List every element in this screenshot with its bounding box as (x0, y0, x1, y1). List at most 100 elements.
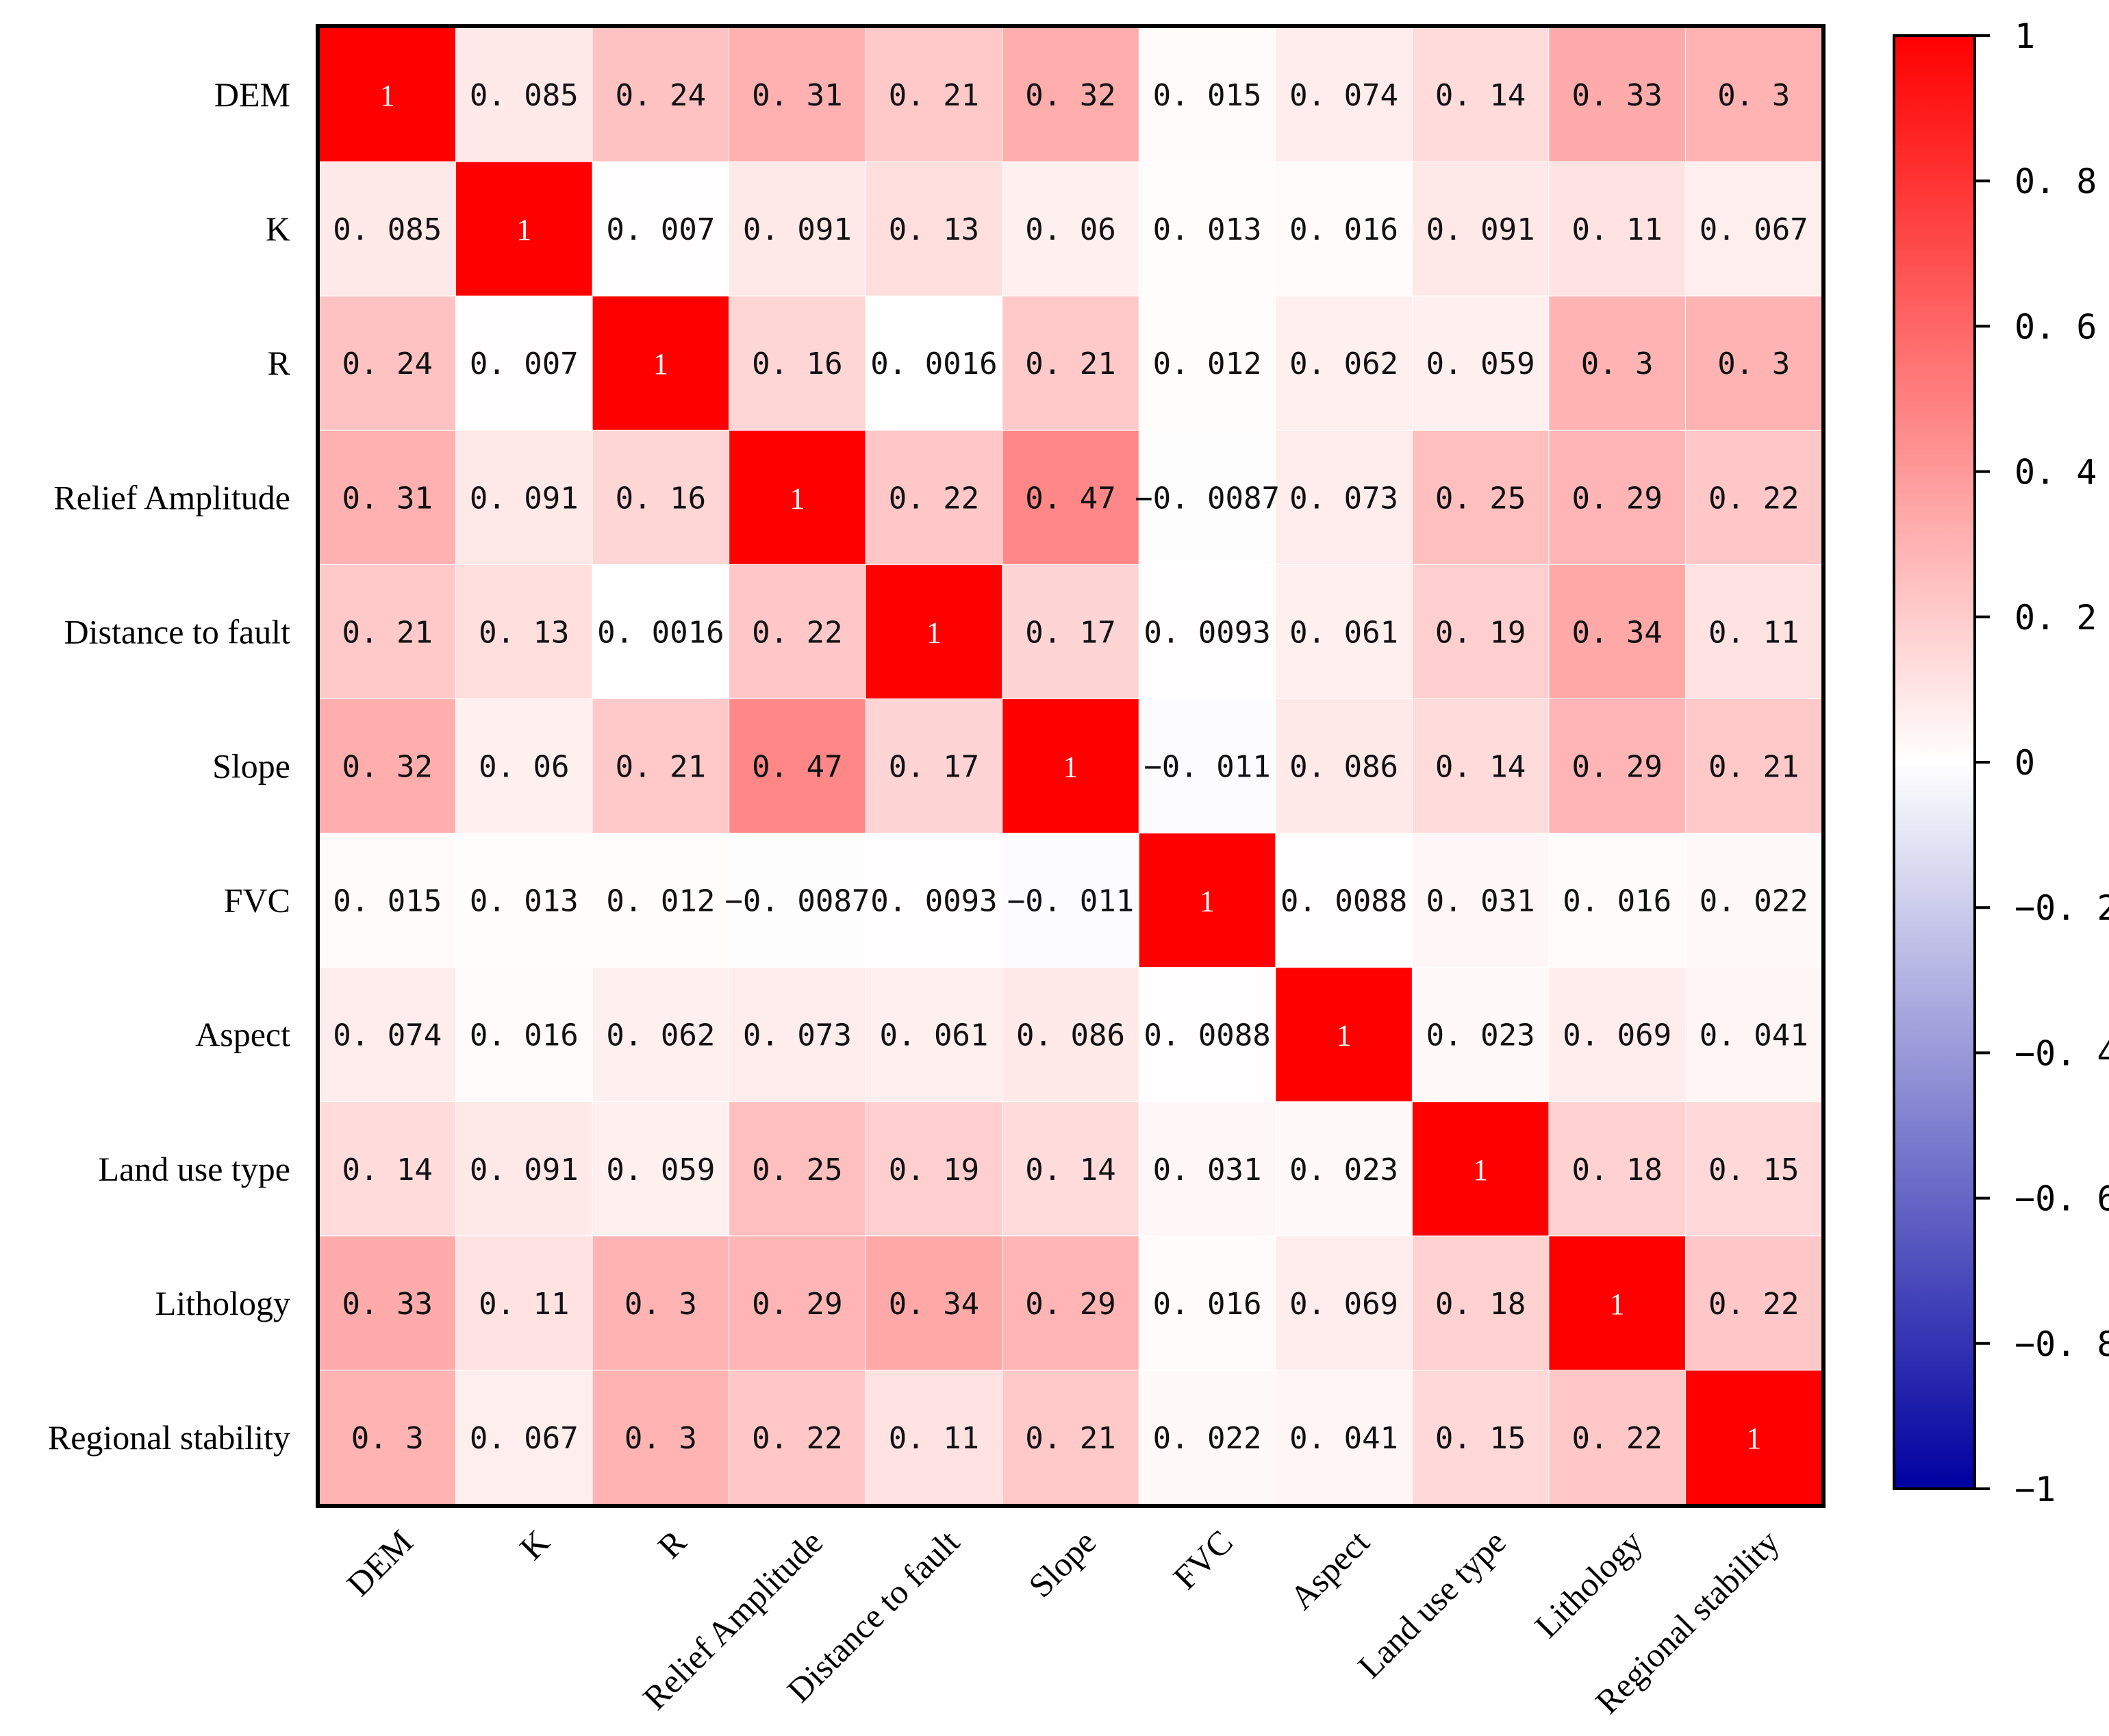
heatmap-cell (1275, 833, 1413, 968)
heatmap-cell (1411, 429, 1550, 566)
cell-value-label: 0. 091 (1426, 212, 1535, 247)
colorbar-tick-label: 0. 4 (2015, 453, 2097, 492)
cell-value-label: 0. 29 (1571, 750, 1662, 785)
heatmap-cell (729, 1235, 867, 1371)
cell-value-label: 0. 16 (752, 347, 842, 381)
heatmap-cell (1548, 429, 1687, 566)
cell-value-label: 0. 041 (1700, 1018, 1808, 1053)
cell-value-label: 0. 33 (1571, 78, 1662, 113)
cell-value-label: 0. 3 (624, 1421, 697, 1456)
heatmap-cell (1275, 1370, 1413, 1505)
cell-value-label: 0. 074 (1289, 78, 1398, 113)
cell-value-label: −0. 0087 (724, 884, 870, 919)
cell-value-label: 0. 015 (1153, 78, 1262, 113)
cell-value-label: 0. 11 (889, 1421, 979, 1456)
cell-value-label: −0. 011 (1007, 884, 1134, 919)
cell-value-label: 0. 069 (1289, 1287, 1398, 1322)
cell-value-label: 0. 016 (1289, 212, 1398, 247)
cell-value-label: 1 (380, 79, 395, 112)
cell-value-label: 0. 18 (1435, 1287, 1526, 1322)
heatmap-cell (1684, 1235, 1823, 1371)
cell-value-label: 0. 13 (889, 212, 979, 247)
cell-value-label: 0. 14 (1435, 78, 1526, 113)
column-label: Land use type (1350, 1522, 1513, 1685)
heatmap-cell (865, 1101, 1003, 1237)
heatmap-cell (729, 429, 867, 566)
heatmap-cell (729, 564, 867, 700)
cell-value-label: 0. 11 (1571, 212, 1662, 247)
cell-value-label: 0. 3 (624, 1287, 697, 1322)
heatmap-cell (1411, 1370, 1550, 1505)
cell-value-label: 0. 022 (1700, 884, 1808, 919)
cell-value-label: 0. 11 (479, 1287, 569, 1322)
cell-value-label: 0. 3 (351, 1421, 424, 1456)
heatmap-cell (592, 967, 730, 1103)
heatmap-cell (592, 295, 730, 431)
heatmap-cell (318, 564, 457, 700)
heatmap-cell (455, 698, 594, 834)
heatmap-cell (1548, 27, 1687, 163)
heatmap-cell (1138, 698, 1276, 834)
cell-value-label: 0. 013 (470, 884, 579, 919)
cell-value-label: 0. 091 (470, 481, 579, 516)
colorbar-tick-label: −0. 4 (2015, 1033, 2109, 1073)
heatmap-cell (318, 967, 457, 1103)
cell-value-label: 0. 21 (342, 615, 433, 650)
cell-value-label: 1 (1746, 1422, 1761, 1455)
cell-value-label: 0. 29 (1025, 1287, 1115, 1322)
cell-value-label: 0. 007 (470, 347, 579, 381)
heatmap-cell (1002, 564, 1140, 700)
heatmap-cell (318, 833, 457, 968)
heatmap-cell (1684, 429, 1823, 566)
cell-value-label: 0. 041 (1289, 1421, 1398, 1456)
heatmap-cell (1411, 564, 1550, 700)
cell-value-label: 0. 016 (1153, 1287, 1262, 1322)
heatmap-frame (316, 24, 1826, 1508)
row-label: K (266, 210, 290, 248)
heatmap-cell (1548, 1370, 1687, 1505)
cell-value-label: 0. 25 (1435, 481, 1526, 516)
heatmap-cell (318, 27, 457, 163)
heatmap-cell (1138, 27, 1276, 163)
heatmap-cell (729, 698, 867, 834)
heatmap-cell (865, 564, 1003, 700)
cell-value-label: −0. 0087 (1135, 481, 1280, 516)
heatmap-cell (1684, 564, 1823, 700)
cell-value-label: 0. 007 (606, 212, 715, 247)
heatmap-cell (1684, 698, 1823, 834)
cell-value-label: 0. 016 (470, 1018, 579, 1053)
cell-value-label: 0. 085 (333, 212, 442, 247)
cell-value-label: 0. 031 (1153, 1153, 1262, 1187)
cell-value-label: 0. 32 (1025, 78, 1115, 113)
cell-value-labels: 1 0. 085 0. 24 0. 31 0. 21 0. 32 0. 015 0. 074 0… (333, 78, 1808, 1456)
row-label: R (268, 344, 291, 382)
heatmap-cell (1002, 161, 1140, 297)
cell-value-label: 0. 3 (1717, 347, 1790, 381)
cell-value-label: 0. 14 (1435, 750, 1526, 785)
heatmap-cell (318, 429, 457, 566)
heatmap-cell (1138, 1235, 1276, 1371)
cell-value-label: 0. 14 (342, 1153, 433, 1187)
cell-value-label: 0. 34 (1571, 615, 1662, 650)
cell-value-label: 1 (1063, 751, 1078, 784)
heatmap-cell (455, 1101, 594, 1237)
cell-value-label: 0. 069 (1563, 1018, 1671, 1053)
cell-value-label: 0. 0088 (1144, 1018, 1270, 1053)
heatmap-cell (1684, 967, 1823, 1103)
cell-value-label: 0. 067 (1700, 212, 1808, 247)
cell-value-label: 0. 19 (889, 1153, 979, 1187)
cell-value-label: 0. 17 (1025, 615, 1115, 650)
heatmap-cell (318, 698, 457, 834)
cell-value-label: 0. 15 (1708, 1153, 1799, 1187)
heatmap-cell (1002, 1101, 1140, 1237)
cell-value-label: 0. 11 (1708, 615, 1799, 650)
heatmap-cell (729, 161, 867, 297)
colorbar-tick-label: 0. 8 (2015, 162, 2097, 201)
colorbar-ticks: 1 0. 8 0. 6 0. 4 0. 2 0 −0. 2 −0. 4 −0. 6 −0. 8 −1 (1975, 16, 2109, 1509)
heatmap-cell (1275, 27, 1413, 163)
cell-value-label: 0. 061 (1289, 615, 1398, 650)
heatmap-cell (1138, 967, 1276, 1103)
cell-value-label: 0. 0016 (597, 615, 724, 650)
cell-value-label: 0. 023 (1426, 1018, 1535, 1053)
heatmap-cell (865, 1370, 1003, 1505)
